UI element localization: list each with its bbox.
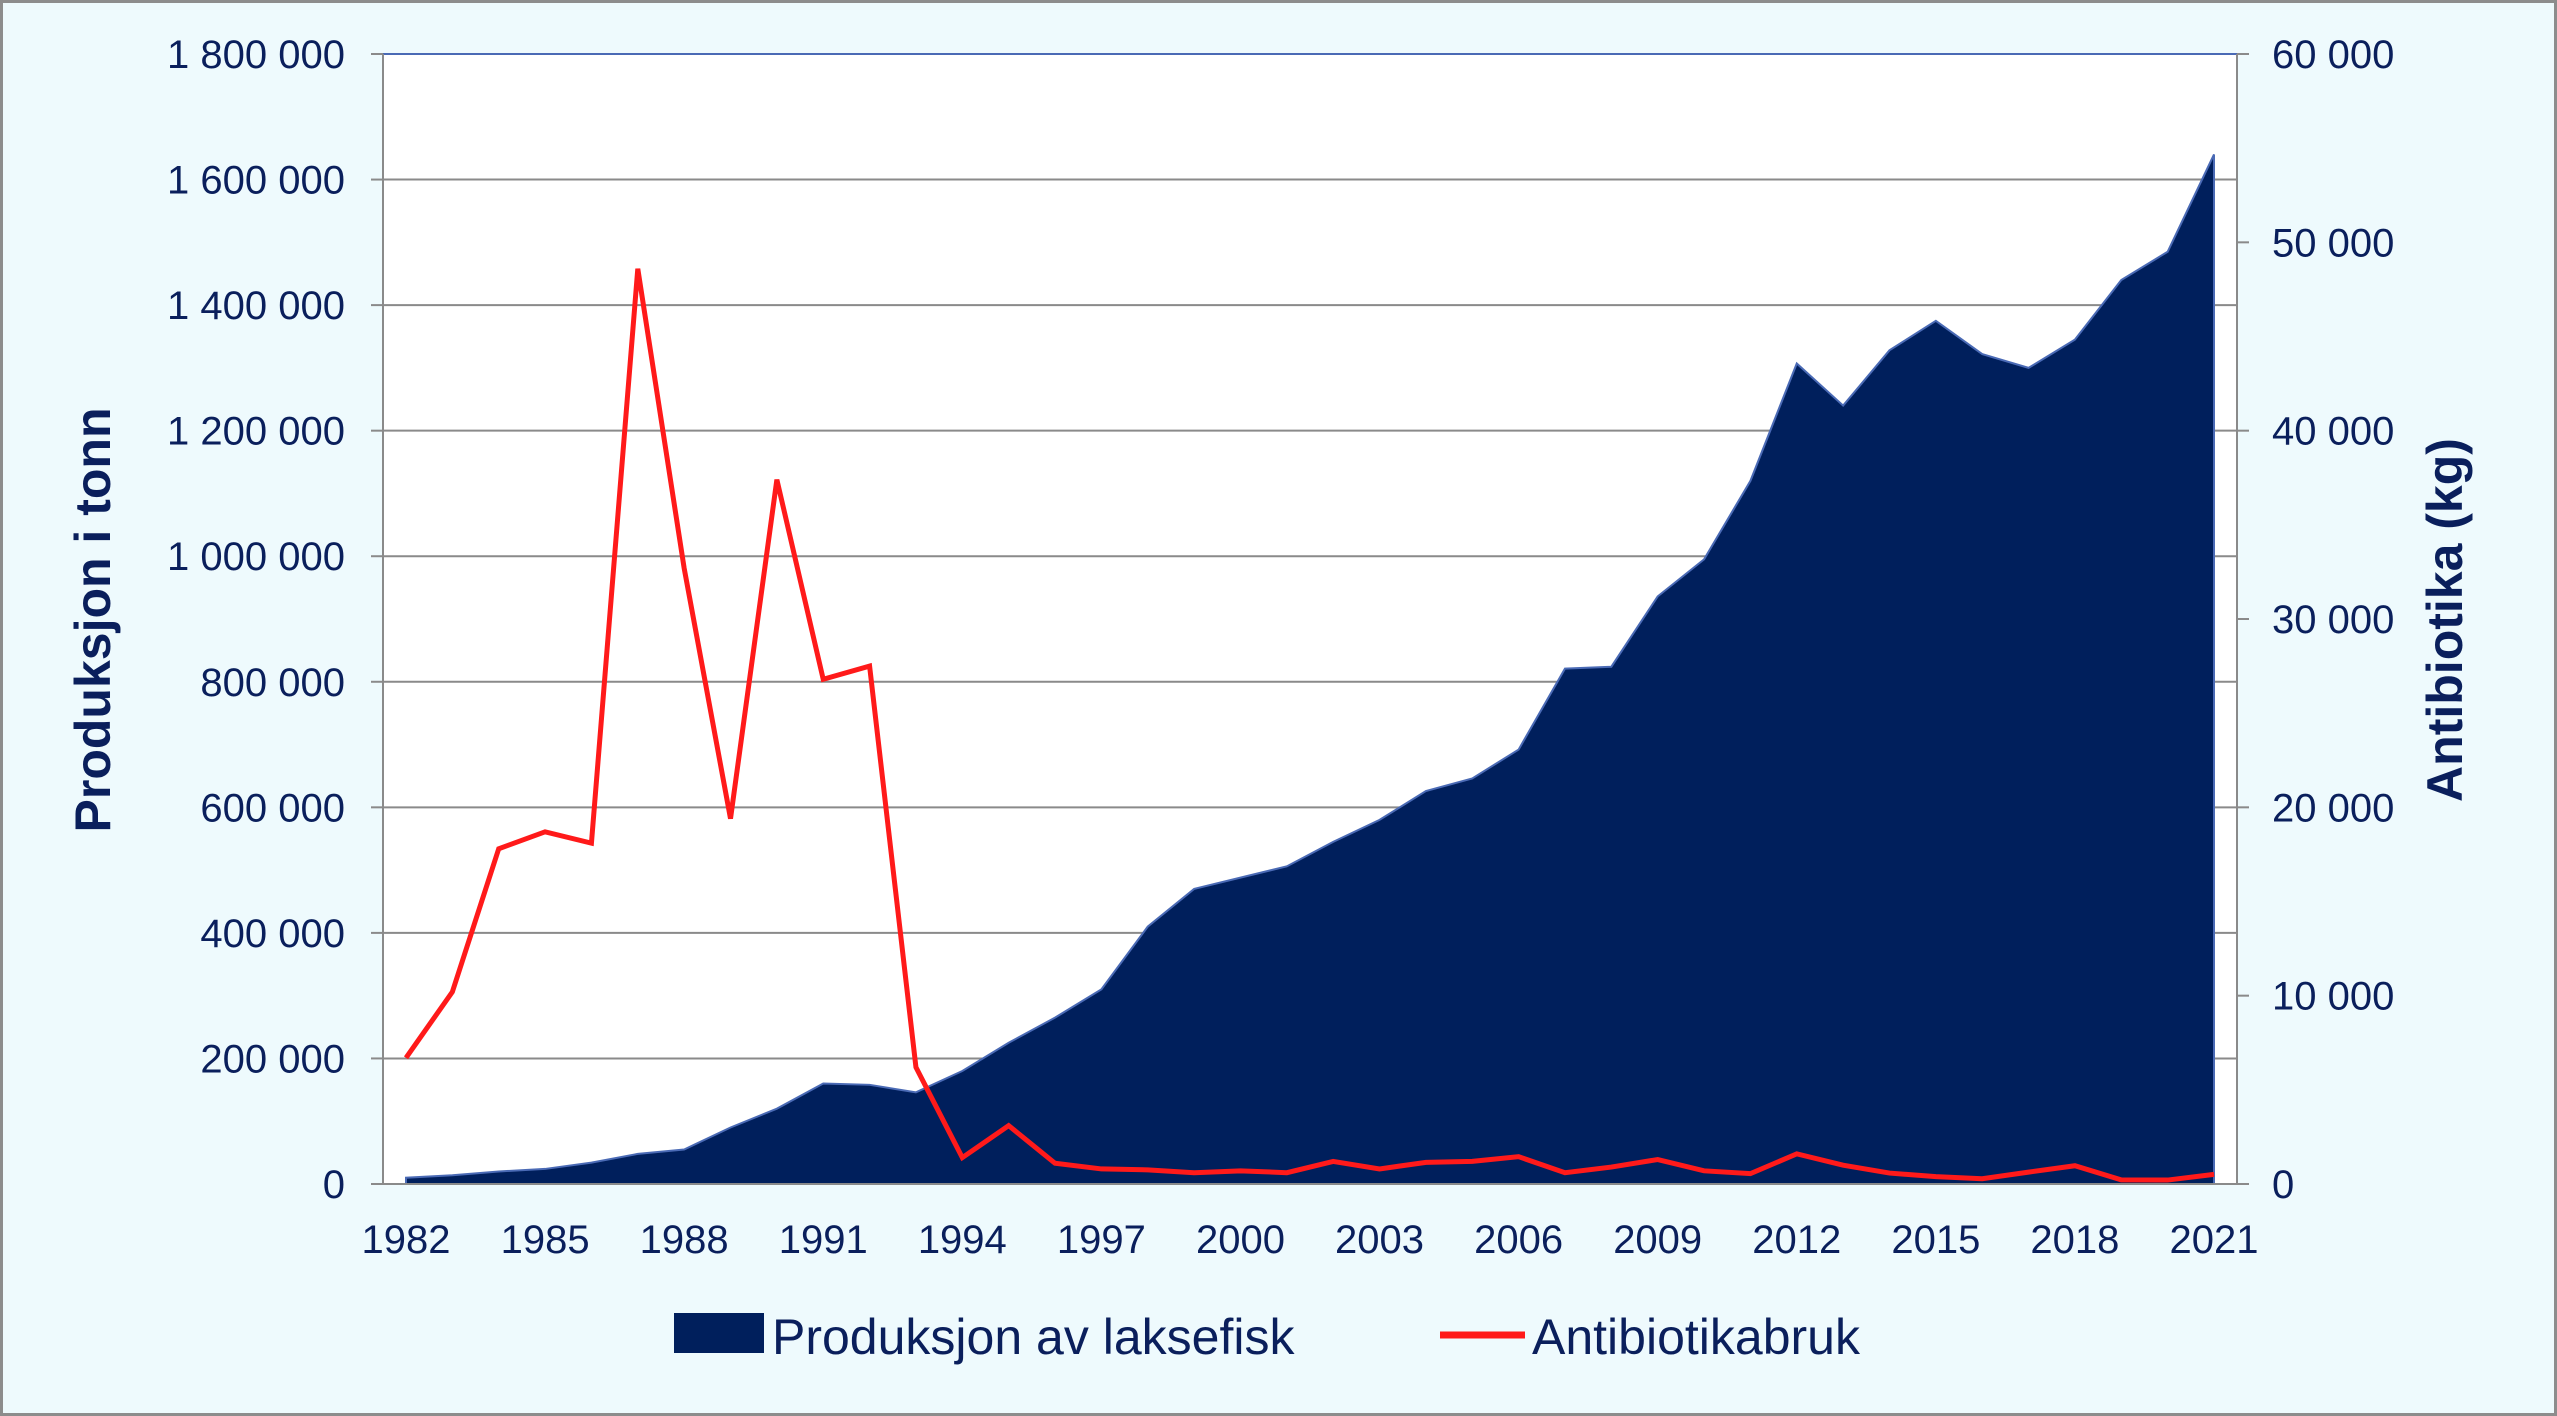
- legend-label-antibiotics: Antibiotikabruk: [1532, 1309, 1861, 1365]
- y2-axis-title: Antibiotika (kg): [2417, 438, 2473, 802]
- x-tick-label: 1988: [640, 1218, 729, 1262]
- x-tick-label: 2000: [1196, 1218, 1285, 1262]
- y2-tick-label: 60 000: [2272, 33, 2394, 77]
- x-tick-label: 2018: [2030, 1218, 2119, 1262]
- area-series-production: [405, 154, 2215, 1185]
- x-tick-label: 1997: [1057, 1218, 1146, 1262]
- y-tick-label: 1 800 000: [167, 33, 345, 77]
- x-tick-label: 1994: [918, 1218, 1007, 1262]
- x-tick-label: 1985: [501, 1218, 590, 1262]
- x-tick-label: 2003: [1335, 1218, 1424, 1262]
- x-tick-label: 2012: [1752, 1218, 1841, 1262]
- axes: [382, 53, 2238, 1185]
- y-tick-label: 800 000: [200, 661, 345, 705]
- y2-tick-label: 30 000: [2272, 598, 2394, 642]
- y2-tick-label: 50 000: [2272, 221, 2394, 265]
- y-tick-label: 1 200 000: [167, 410, 345, 454]
- y2-tick-label: 40 000: [2272, 410, 2394, 454]
- legend-label-production: Produksjon av laksefisk: [772, 1309, 1295, 1365]
- y2-tick-label: 20 000: [2272, 786, 2394, 830]
- x-tick-label: 1991: [779, 1218, 868, 1262]
- y2-tick-label: 0: [2272, 1163, 2294, 1207]
- x-tick-label: 2006: [1474, 1218, 1563, 1262]
- x-axis-labels: 1982 1985 1988 1991 1994 1997 2000 2003 2006 2009…: [362, 1218, 2259, 1262]
- x-tick-label: 2009: [1613, 1218, 1702, 1262]
- legend-swatch-area: [674, 1313, 764, 1353]
- line-series-antibiotics: [403, 268, 2215, 1183]
- y-axis-title: Produksjon i tonn: [65, 408, 121, 833]
- y-tick-label: 200 000: [200, 1037, 345, 1081]
- y-tick-label: 1 600 000: [167, 159, 345, 203]
- x-tick-label: 1982: [362, 1218, 451, 1262]
- y-tick-label: 1 400 000: [167, 284, 345, 328]
- y2-tick-label: 10 000: [2272, 975, 2394, 1019]
- y-tick-label: 600 000: [200, 786, 345, 830]
- y-tick-label: 1 000 000: [167, 535, 345, 579]
- x-tick-label: 2021: [2170, 1218, 2259, 1262]
- x-tick-label: 2015: [1891, 1218, 1980, 1262]
- y2-axis-labels: 0 10 000 20 000 30 000 40 000 50 000 60 000: [2272, 33, 2394, 1207]
- legend: Produksjon av laksefisk Antibiotikabruk: [674, 1309, 1861, 1365]
- y-tick-label: 0: [323, 1163, 345, 1207]
- y-tick-label: 400 000: [200, 912, 345, 956]
- plot-series: [403, 154, 2215, 1185]
- y-axis-labels: 0 200 000 400 000 600 000 800 000 1 000 000 1 …: [167, 33, 345, 1207]
